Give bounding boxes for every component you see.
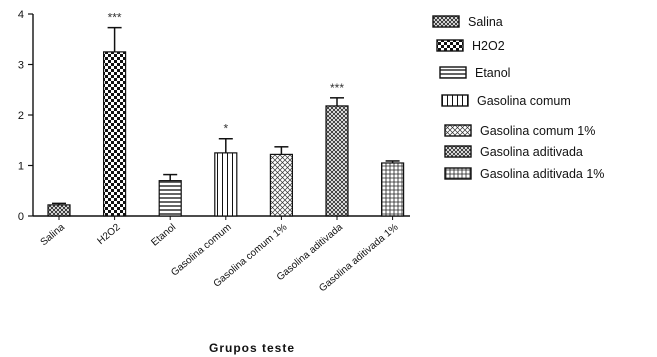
legend-label: H2O2: [472, 39, 505, 53]
legend-label: Gasolina aditivada 1%: [480, 167, 604, 181]
x-tick-label: Salina: [39, 222, 68, 249]
y-tick-label: 0: [18, 211, 24, 223]
significance-label: *: [223, 122, 228, 136]
x-axis-title: Grupos teste: [209, 341, 295, 355]
y-tick-label: 4: [18, 9, 24, 21]
bars: *******: [47, 11, 405, 217]
bar: [102, 51, 127, 217]
x-tick-label: Etanol: [149, 222, 178, 249]
bar: [158, 180, 182, 217]
legend-label: Gasolina comum 1%: [480, 124, 595, 138]
axes: 0 1 2 3 4: [18, 9, 410, 223]
x-tick-label: H2O2: [95, 222, 122, 247]
legend-label: Gasolina comum: [477, 94, 571, 108]
legend-swatch: [436, 39, 464, 52]
legend-label: Etanol: [475, 66, 510, 80]
legend-swatch: [444, 124, 472, 137]
legend-label: Gasolina aditivada: [480, 145, 583, 159]
legend-swatch: [444, 167, 472, 180]
bar: [214, 152, 238, 217]
significance-label: ***: [330, 81, 344, 95]
legend-swatch: [439, 66, 467, 79]
legend-swatch: [444, 145, 472, 158]
bar: [325, 105, 349, 217]
significance-label: ***: [108, 11, 122, 25]
y-tick-label: 1: [18, 161, 24, 173]
legend-swatch: [441, 94, 469, 107]
bar: [381, 162, 405, 217]
legend-swatch: [432, 15, 460, 28]
y-tick-label: 3: [18, 60, 24, 72]
y-tick-label: 2: [18, 110, 24, 122]
bar: [269, 153, 293, 217]
legend: Salina H2O2 Etanol Gasolina comum Gasolina c…: [432, 15, 604, 181]
legend-label: Salina: [468, 15, 503, 29]
bar: [47, 204, 71, 217]
